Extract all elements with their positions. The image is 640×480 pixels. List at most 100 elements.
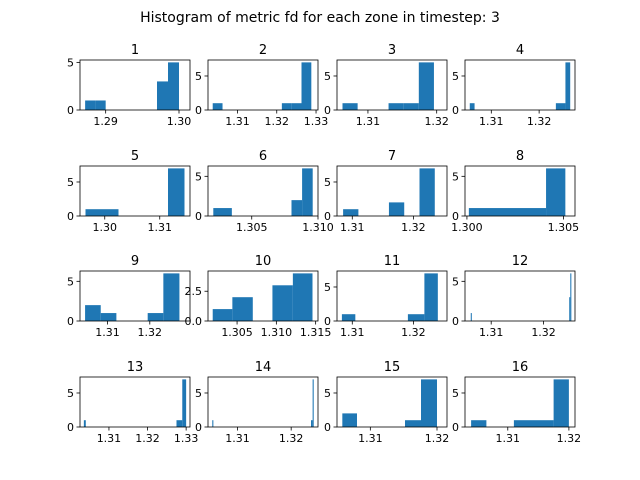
subplot-9-frame: [79, 270, 191, 322]
subplot-13: 13 1.31 1.32 1.33 0 5: [67, 360, 198, 445]
subplot-10-bar-0: [212, 309, 233, 321]
subplot-2-xtick-label-1: 1.32: [265, 115, 290, 128]
subplot-9-bar-2: [147, 313, 164, 321]
subplot-1-bar-2: [157, 81, 168, 110]
subplot-3-frame: [336, 59, 448, 111]
subplot-6-xtick-label-0: 1.305: [236, 221, 268, 234]
subplot-8-ytick-label-0: 0: [452, 210, 459, 223]
subplot-5-xtick-label-0: 1.30: [93, 221, 118, 234]
subplot-3: 3 1.31 1.32 0 5: [324, 43, 449, 128]
subplot-13-xtick-label-1: 1.32: [135, 432, 160, 445]
subplot-16: 16 1.31 1.32 0 5: [452, 360, 581, 445]
subplot-9-xtick-label-1: 1.32: [138, 326, 163, 339]
subplot-7-bar-0: [343, 209, 359, 216]
subplot-7-bar-1: [388, 202, 405, 216]
subplot-11-frame: [336, 270, 448, 322]
subplot-2-title: 2: [259, 43, 267, 58]
subplot-6-ytick-label-1: 5: [195, 170, 202, 183]
subplot-12-xtick-label-0: 1.31: [479, 326, 504, 339]
subplot-4-title: 4: [516, 43, 524, 58]
subplot-15-bar-0: [342, 413, 357, 427]
subplot-7-ytick-label-0: 0: [324, 210, 331, 223]
subplot-3-bar-2: [403, 103, 419, 110]
subplot-9-bar-3: [163, 273, 180, 321]
subplot-11-xtick-label-1: 1.32: [401, 326, 426, 339]
subplot-9-xtick-label-0: 1.31: [95, 326, 120, 339]
subplot-4-frame: [464, 59, 576, 111]
subplot-16-bar-1: [513, 420, 554, 427]
subplot-5: 5 1.30 1.31 0 5: [67, 149, 191, 234]
subplot-4-bar-2: [565, 62, 571, 110]
subplot-7-frame: [336, 165, 448, 217]
subplot-12: 12 1.31 1.32 0 5: [452, 254, 576, 339]
subplot-5-ytick-label-0: 0: [67, 210, 74, 223]
subplot-3-xtick-label-0: 1.31: [356, 115, 381, 128]
subplot-2-bar-1: [281, 103, 292, 110]
subplot-8-xtick-label-1: 1.305: [548, 221, 580, 234]
subplot-15-ytick-label-1: 5: [324, 387, 331, 400]
subplot-8-title: 8: [516, 149, 524, 164]
subplot-2-bar-3: [301, 62, 312, 110]
subplot-16-frame: [464, 376, 576, 428]
subplot-10-frame: [207, 270, 319, 322]
subplot-13-xtick-label-0: 1.31: [97, 432, 122, 445]
subplot-16-bar-0: [471, 420, 487, 427]
subplot-2-frame: [207, 59, 319, 111]
subplot-1-ytick-label-0: 0: [67, 104, 74, 117]
subplot-15-bar-1: [405, 420, 421, 427]
subplot-12-frame: [464, 270, 576, 322]
subplot-8-bar-1: [546, 168, 566, 216]
subplot-13-bar-0: [83, 420, 86, 427]
subplot-4-bar-0: [469, 103, 475, 110]
subplot-9-ytick-label-0: 0: [67, 315, 74, 328]
subplot-5-title: 5: [131, 149, 139, 164]
subplot-2-xtick-label-0: 1.31: [225, 115, 250, 128]
subplot-6-bar-0: [213, 208, 232, 216]
subplot-14-title: 14: [255, 360, 272, 375]
subplot-15: 15 1.31 1.32 0 5: [324, 360, 449, 445]
subplot-13-frame: [79, 376, 191, 428]
subplot-16-xtick-label-0: 1.31: [496, 432, 521, 445]
subplot-4-bar-1: [555, 103, 566, 110]
subplot-2-bar-0: [212, 103, 223, 110]
subplot-7-bar-2: [419, 168, 435, 216]
subplot-10: 10 1.305 1.310 1.315 0.0 2.5: [185, 254, 332, 339]
subplot-11-title: 11: [384, 254, 401, 269]
subplot-14-frame: [207, 376, 319, 428]
subplot-15-frame: [336, 376, 448, 428]
subplot-16-ytick-label-0: 0: [452, 421, 459, 434]
subplot-9: 9 1.31 1.32 0 5: [67, 254, 191, 339]
subplot-12-bar-1: [569, 297, 571, 321]
subplot-13-ytick-label-1: 5: [67, 387, 74, 400]
subplot-16-bar-2: [553, 379, 569, 427]
subplot-4: 4 1.31 1.32 0 5: [452, 43, 576, 128]
subplot-10-bar-3: [292, 273, 313, 321]
subplot-1-ytick-label-1: 5: [67, 56, 74, 69]
subplot-12-title: 12: [512, 254, 529, 269]
subplot-8-bar-0: [468, 208, 547, 216]
subplot-3-bar-0: [342, 103, 358, 110]
subplot-13-bar-2: [182, 379, 187, 427]
subplot-15-xtick-label-0: 1.31: [358, 432, 383, 445]
subplot-3-title: 3: [388, 43, 396, 58]
subplot-14-bar-1: [311, 420, 313, 427]
subplot-13-bar-1: [176, 420, 183, 427]
subplot-13-title: 13: [127, 360, 144, 375]
subplot-4-ytick-label-0: 0: [452, 104, 459, 117]
subplot-10-ytick-label-0: 0.0: [185, 315, 203, 328]
subplot-15-ytick-label-0: 0: [324, 421, 331, 434]
subplot-15-bar-2: [421, 379, 437, 427]
subplot-16-ytick-label-1: 5: [452, 387, 459, 400]
subplot-1-xtick-label-0: 1.29: [93, 115, 118, 128]
subplot-2-ytick-label-1: 5: [195, 70, 202, 83]
subplot-1-xtick-label-1: 1.30: [167, 115, 192, 128]
subplot-3-xtick-label-1: 1.32: [424, 115, 449, 128]
subplot-14-xtick-label-1: 1.32: [279, 432, 304, 445]
subplot-6-frame: [207, 165, 319, 217]
subplot-14-bar-2: [312, 379, 314, 427]
subplot-1-bar-0: [85, 100, 96, 110]
